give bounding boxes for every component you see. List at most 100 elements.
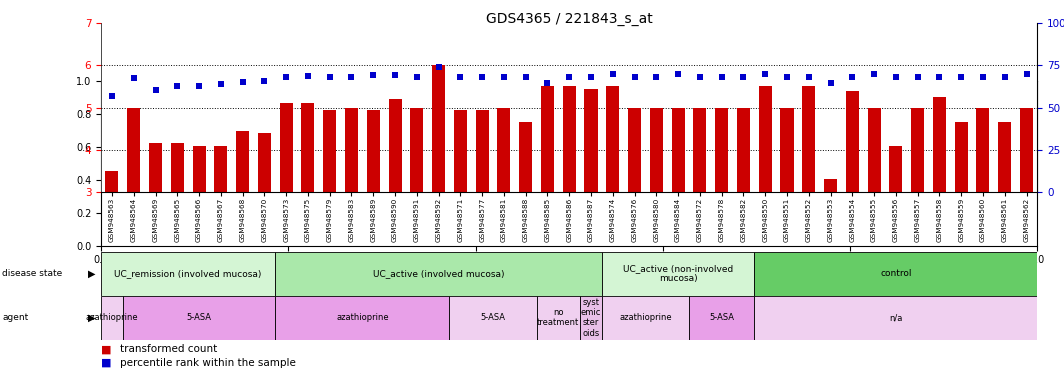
Text: 5-ASA: 5-ASA — [481, 313, 505, 322]
Text: 5-ASA: 5-ASA — [710, 313, 734, 322]
Bar — [781, 108, 794, 192]
Bar — [541, 86, 554, 192]
Bar — [737, 108, 750, 192]
Bar — [105, 171, 118, 192]
Bar — [954, 122, 968, 192]
Bar — [519, 122, 532, 192]
Bar — [911, 108, 925, 192]
Point — [757, 71, 774, 77]
Bar — [411, 108, 423, 192]
Point — [909, 74, 926, 80]
Bar — [580, 296, 602, 340]
Point — [713, 74, 730, 80]
Text: azathioprine: azathioprine — [619, 313, 671, 322]
Bar — [122, 296, 276, 340]
Bar — [497, 108, 511, 192]
Bar — [602, 252, 754, 296]
Point — [299, 73, 316, 79]
Bar — [170, 144, 184, 192]
Bar — [128, 108, 140, 192]
Bar — [977, 108, 990, 192]
Bar — [280, 103, 293, 192]
Point — [169, 83, 186, 89]
Bar — [388, 99, 401, 192]
Point — [735, 74, 752, 80]
Text: ▶: ▶ — [88, 268, 96, 279]
Point — [648, 74, 665, 80]
Bar — [602, 296, 689, 340]
Bar — [323, 110, 336, 192]
Bar — [101, 252, 276, 296]
Text: 5-ASA: 5-ASA — [186, 313, 212, 322]
Point — [343, 74, 360, 80]
Point — [496, 74, 513, 80]
Bar — [694, 108, 706, 192]
Bar — [824, 179, 837, 192]
Bar — [890, 146, 902, 192]
Text: n/a: n/a — [890, 313, 902, 322]
Point — [517, 74, 534, 80]
Text: GDS4365 / 221843_s_at: GDS4365 / 221843_s_at — [486, 12, 652, 25]
Point — [626, 74, 643, 80]
Point — [800, 74, 817, 80]
Bar — [536, 296, 580, 340]
Text: azathioprine: azathioprine — [86, 313, 138, 322]
Bar — [454, 110, 467, 192]
Point — [126, 75, 143, 81]
Bar — [432, 65, 445, 192]
Bar — [650, 108, 663, 192]
Text: ■: ■ — [101, 358, 112, 368]
Point — [278, 74, 295, 80]
Point — [473, 74, 491, 80]
Bar — [149, 144, 162, 192]
Point — [604, 71, 621, 77]
Text: transformed count: transformed count — [120, 344, 217, 354]
Bar — [689, 296, 754, 340]
Point — [887, 74, 904, 80]
Bar — [1020, 108, 1033, 192]
Point — [582, 74, 599, 80]
Bar — [236, 131, 249, 192]
Bar — [628, 108, 642, 192]
Text: agent: agent — [2, 313, 29, 322]
Bar — [802, 86, 815, 192]
Bar — [367, 110, 380, 192]
Bar — [584, 89, 598, 192]
Bar — [563, 86, 576, 192]
Point — [190, 83, 207, 89]
Point — [866, 71, 883, 77]
Text: UC_remission (involved mucosa): UC_remission (involved mucosa) — [115, 269, 262, 278]
Point — [844, 74, 861, 80]
Point — [561, 74, 578, 80]
Point — [952, 74, 969, 80]
Point — [147, 87, 164, 93]
Point — [365, 72, 382, 78]
Point — [452, 74, 469, 80]
Point — [409, 74, 426, 80]
Point — [430, 65, 447, 71]
Point — [975, 74, 992, 80]
Bar — [101, 296, 122, 340]
Bar — [606, 86, 619, 192]
Bar — [476, 110, 488, 192]
Point — [779, 74, 796, 80]
Bar — [449, 296, 536, 340]
Point — [1018, 71, 1035, 77]
Bar — [933, 97, 946, 192]
Point — [213, 81, 230, 88]
Text: syst
emic
ster
oids: syst emic ster oids — [581, 298, 601, 338]
Bar — [345, 108, 358, 192]
Text: control: control — [880, 269, 912, 278]
Point — [692, 74, 709, 80]
Point — [539, 80, 556, 86]
Bar — [754, 252, 1037, 296]
Point — [669, 71, 686, 77]
Text: percentile rank within the sample: percentile rank within the sample — [120, 358, 296, 368]
Text: azathioprine: azathioprine — [336, 313, 388, 322]
Point — [103, 93, 120, 99]
Text: ■: ■ — [101, 344, 112, 354]
Bar — [867, 108, 881, 192]
Text: disease state: disease state — [2, 269, 63, 278]
Bar — [715, 108, 728, 192]
Bar — [276, 296, 449, 340]
